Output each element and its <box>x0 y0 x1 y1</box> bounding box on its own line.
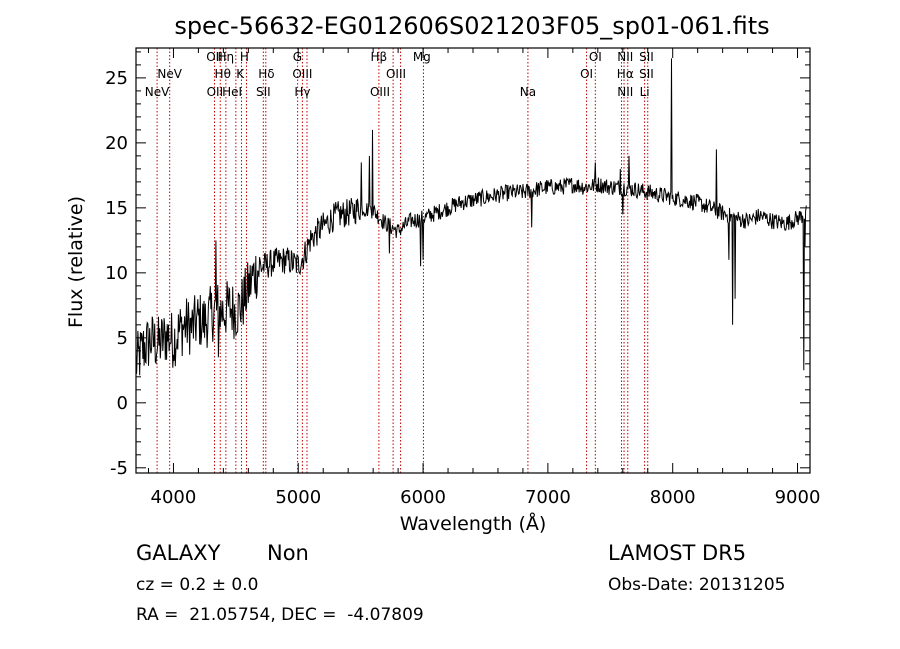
y-tick-label: 15 <box>105 198 128 219</box>
spectral-line-label: Na <box>520 85 536 99</box>
redshift-readout: cz = 0.2 ± 0.0 <box>136 575 258 595</box>
y-tick-label: 25 <box>105 68 128 89</box>
y-tick-label: -5 <box>110 458 128 479</box>
spectrum-line <box>135 58 807 376</box>
spectral-line-label: SII <box>639 50 654 64</box>
spectral-line-label: NII <box>617 85 633 99</box>
line-marker-layer <box>156 48 649 473</box>
survey-name: LAMOST DR5 <box>608 541 746 565</box>
spectral-line-label: OIII <box>370 85 390 99</box>
spectral-line-label: G <box>293 50 302 64</box>
spectral-line-label: SII <box>256 85 271 99</box>
spectral-line-label: SII <box>639 67 654 81</box>
spectral-line-label: NeV <box>145 85 170 99</box>
spectral-line-label: NII <box>617 50 633 64</box>
spectrum-layer <box>135 58 807 376</box>
spectral-line-label: OII <box>207 85 224 99</box>
y-axis-label: Flux (relative) <box>65 196 87 328</box>
y-tick-label: 20 <box>105 133 128 154</box>
y-tick-label: 0 <box>117 393 128 414</box>
x-tick-label: 6000 <box>400 487 446 508</box>
spectral-line-label: OIII <box>292 67 312 81</box>
spectral-line-label: OI <box>589 50 602 64</box>
spectral-line-label: Hθ <box>215 67 231 81</box>
y-tick-label: 10 <box>105 263 128 284</box>
x-tick-label: 5000 <box>275 487 321 508</box>
spectral-line-label: Mg <box>413 50 431 64</box>
axis-ticks: 4000 5000 6000 7000 8000 9000 -5 0 5 10 15 20 25 <box>105 48 820 508</box>
spectral-line-label: Hγ <box>294 85 310 99</box>
plot-frame <box>135 47 811 474</box>
spectral-line-label: OII <box>206 50 223 64</box>
spectral-line-label: OIII <box>386 67 406 81</box>
chart-title: spec-56632-EG012606S021203F05_sp01-061.f… <box>174 12 769 40</box>
obs-date: Obs-Date: 20131205 <box>608 575 785 595</box>
spectral-line-label: K <box>236 67 245 81</box>
x-tick-label: 4000 <box>151 487 197 508</box>
y-tick-label: 5 <box>117 328 128 349</box>
object-subclass: Non <box>267 541 309 565</box>
coordinates-readout: RA = 21.05754, DEC = -4.07809 <box>136 605 424 625</box>
spectral-line-label: Hβ <box>371 50 388 64</box>
object-class: GALAXY <box>136 541 221 565</box>
spectral-line-label: OI <box>580 67 593 81</box>
x-axis-label: Wavelength (Å) <box>400 512 547 535</box>
spectral-line-label: Hα <box>617 67 634 81</box>
spectral-line-label: H <box>240 50 249 64</box>
x-tick-label: 7000 <box>525 487 571 508</box>
x-tick-label: 8000 <box>650 487 696 508</box>
spectral-line-label: Hη <box>218 50 235 64</box>
spectral-line-label: Li <box>640 85 650 99</box>
x-tick-label: 9000 <box>775 487 821 508</box>
spectral-line-label: NeV <box>157 67 182 81</box>
spectral-line-label: HeI <box>222 85 242 99</box>
spectral-line-label: Hδ <box>258 67 274 81</box>
